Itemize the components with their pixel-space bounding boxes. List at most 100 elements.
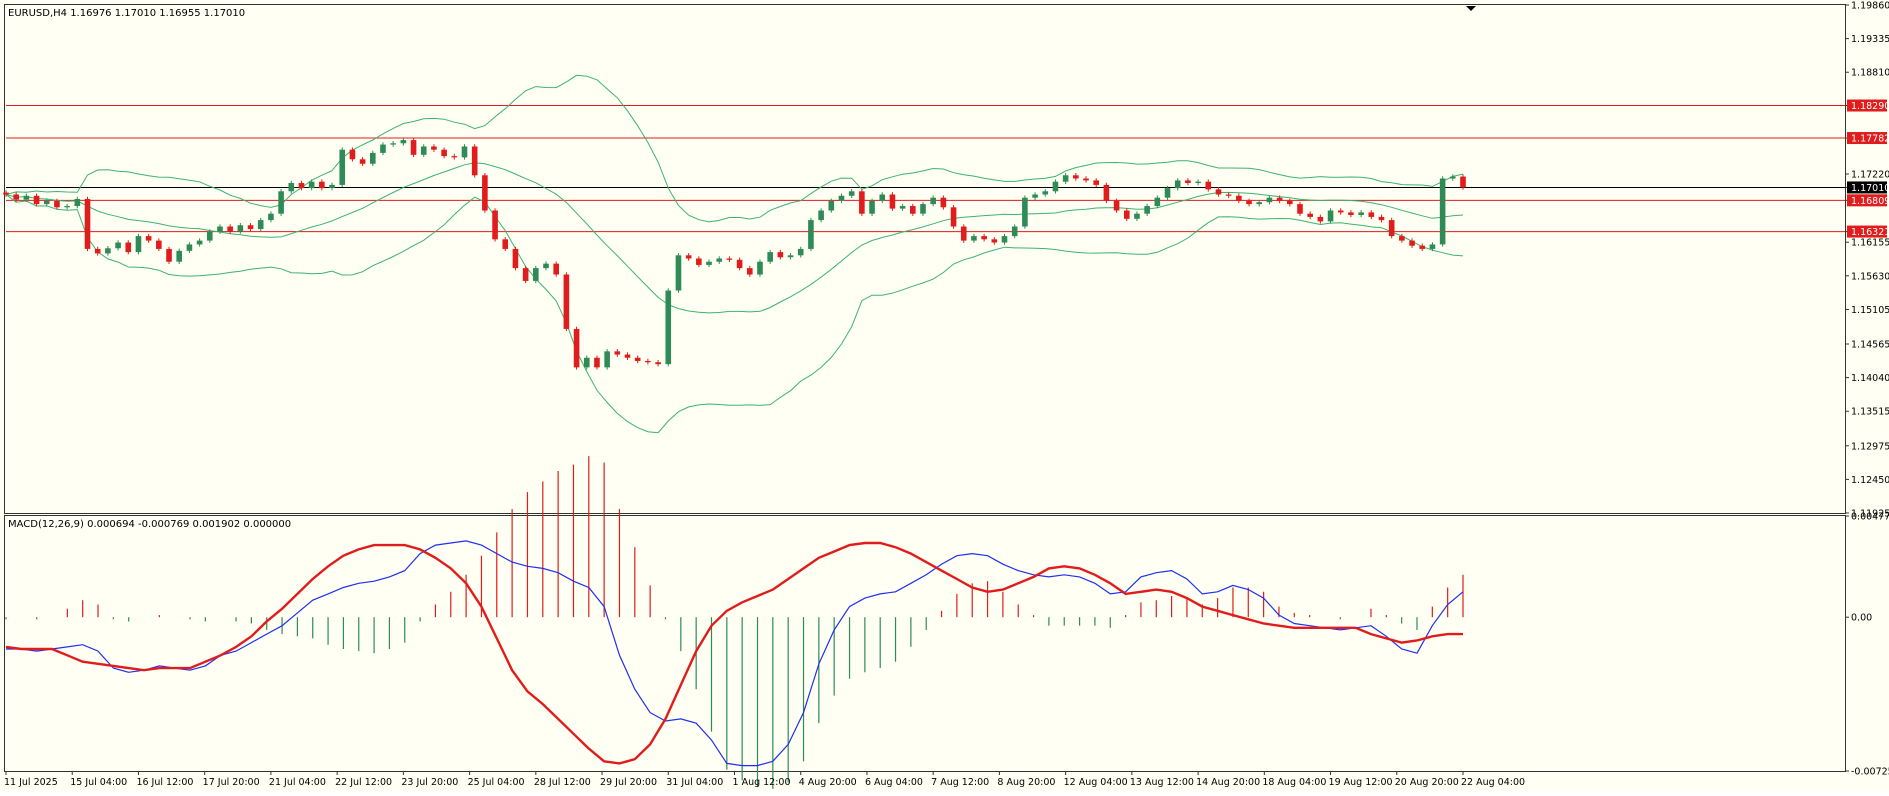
candle-body [1450,176,1456,179]
macd-axis: 0.004774 0.00 -0.007257 [1845,512,1889,778]
candle-body [145,236,152,241]
candle-body [655,362,661,365]
bb-upper [5,74,1464,223]
candle-body [84,198,91,249]
candle-body [156,240,162,249]
price-tick-label: 1.14040 [1851,373,1889,384]
candle-body [624,354,631,358]
candle-body [777,252,784,258]
candle-body [746,268,753,275]
price-label-bg [1847,181,1887,194]
macd-tick-label: -0.007257 [1851,767,1889,778]
time-tick-label: 4 Aug 20:00 [799,777,857,788]
candle-body [1439,178,1446,245]
candle-body [217,226,223,232]
price-tick-label: 1.11925 [1851,509,1889,520]
candle-body [808,220,814,249]
candle-body [665,290,672,365]
candle-body [451,156,458,158]
candle-body [400,140,407,144]
candle-body [1317,216,1324,222]
price-tick-label: 1.18290 [1851,101,1889,112]
candle-body [461,146,468,158]
candle-body [298,182,305,189]
candle-body [859,191,865,214]
candle-body [706,261,712,265]
candle-body [105,248,111,254]
macd-header: MACD(12,26,9) 0.000694 -0.000769 0.00190… [8,519,291,530]
candle-body [1195,181,1201,183]
time-tick-label: 16 Jul 12:00 [136,777,193,788]
candle-body [675,255,682,291]
macd-line [6,540,1464,767]
candle-body [54,200,60,208]
candle-body [380,144,386,153]
candle-body [257,220,264,230]
shift-marker-icon[interactable] [1466,6,1476,11]
candle-body [828,200,835,211]
candle-body [981,236,987,240]
candle-body [1185,180,1191,183]
candle-body [767,252,773,262]
time-tick-label: 8 Aug 20:00 [997,777,1055,788]
candle-body [696,258,702,265]
candle-body [533,268,539,281]
candle-body [645,360,651,363]
candle-body [563,274,570,329]
price-tick-label: 1.15630 [1851,271,1889,282]
price-tick-label: 1.17782 [1851,134,1889,145]
candle-body [237,225,244,232]
price-tick-label: 1.14565 [1851,339,1889,350]
candle-body [1001,236,1008,243]
candle-body [573,328,580,368]
candle-body [359,159,366,164]
candle-body [1022,197,1028,227]
price-tick-label: 1.18810 [1851,68,1889,79]
price-tick-label: 1.16809 [1851,196,1889,207]
candle-body [838,195,845,201]
candle-body [512,248,519,269]
candle-body [1042,191,1049,195]
candle-body [1083,178,1089,181]
candle-body [757,261,763,275]
price-tick-label: 1.17010 [1851,183,1889,194]
candle-body [614,351,621,355]
candle-body [33,195,40,205]
time-tick-label: 21 Jul 04:00 [269,777,326,788]
time-tick-label: 6 Aug 04:00 [865,777,923,788]
candle-body [1103,184,1110,201]
candle-body [196,240,203,245]
candle-body [1378,216,1385,221]
macd-tick-label: 0.004774 [1851,512,1889,523]
candle-body [1399,236,1405,241]
candle-body [502,239,509,249]
time-tick-label: 28 Jul 12:00 [534,777,591,788]
candle-body [1032,194,1038,198]
time-tick-label: 11 Jul 2025 [4,777,58,788]
price-tick-label: 1.17220 [1851,170,1889,181]
candle-body [390,143,396,145]
candle-body [1460,176,1466,188]
candle-body [1062,175,1069,182]
time-tick-label: 18 Aug 04:00 [1262,777,1326,788]
price-tick-label: 1.16321 [1851,227,1889,238]
candle-body [950,207,957,227]
candle-body [410,140,417,155]
time-tick-label: 22 Jul 12:00 [335,777,392,788]
candle-body [1134,213,1140,219]
candle-body [115,242,121,249]
macd-tick-label: 0.00 [1851,613,1872,624]
candle-body [1266,197,1273,203]
candle-body [1113,200,1120,211]
candle-body [43,200,50,205]
time-tick-label: 25 Jul 04:00 [468,777,525,788]
candle-body [553,263,559,275]
candle-body [1327,210,1334,222]
main-panel-frame [4,4,1846,514]
macd-indicator [5,456,1464,789]
candle-body [594,357,600,368]
candle-body [726,258,733,260]
